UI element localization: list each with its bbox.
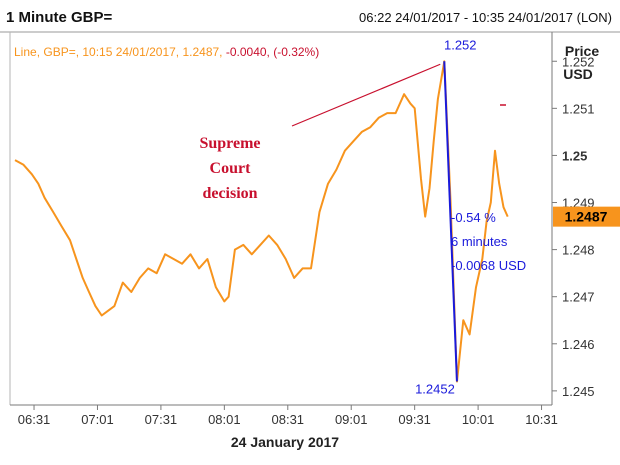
move-duration: 6 minutes: [451, 234, 508, 249]
event-annotation: Supreme Court decision: [199, 135, 260, 202]
x-tick-label: 08:31: [272, 412, 305, 427]
info-line-text: Line, GBP=, 10:15 24/01/2017, 1.2487,: [14, 45, 226, 59]
chart-title: 1 Minute GBP=: [6, 9, 113, 26]
x-tick-label: 09:01: [335, 412, 368, 427]
last-value-badge: 1.2487: [553, 206, 620, 227]
series-gbp: [14, 60, 509, 383]
y-tick-label: 1.246: [562, 337, 595, 352]
info-line-change: -0.0040, (-0.32%): [226, 45, 319, 59]
x-axis-date-label: 24 January 2017: [231, 434, 339, 450]
y-axis-title-usd: USD: [563, 66, 593, 82]
move-amount: -0.0068 USD: [451, 258, 526, 273]
series-gbp-line: [14, 60, 509, 383]
x-tick-label: 06:31: [18, 412, 51, 427]
plot-frame: [9, 32, 553, 406]
x-axis-ticks: 06:31 07:01 07:31 08:01 08:31 09:01 09:31 10:01…: [18, 405, 558, 427]
event-label-line-2: Court: [210, 160, 252, 177]
x-tick-label: 10:01: [462, 412, 495, 427]
y-tick-label: 1.251: [562, 101, 595, 116]
y-axis-title-price: Price: [565, 43, 599, 59]
x-tick-label: 07:01: [81, 412, 114, 427]
y-tick-label: 1.248: [562, 243, 595, 258]
y-tick-label: 1.245: [562, 384, 595, 399]
move-summary: -0.54 % 6 minutes -0.0068 USD: [451, 210, 526, 273]
last-value-text: 1.2487: [565, 209, 608, 225]
drop-annotation-line: [443, 61, 458, 382]
x-tick-label: 10:31: [525, 412, 558, 427]
last-value-badge-bg: [553, 206, 620, 227]
move-percent: -0.54 %: [451, 210, 496, 225]
y-tick-label: 1.247: [562, 290, 595, 305]
peak-label: 1.252: [444, 37, 477, 52]
x-tick-label: 09:31: [398, 412, 431, 427]
event-label-line-1: Supreme: [199, 135, 260, 152]
time-range: 06:22 24/01/2017 - 10:35 24/01/2017 (LON…: [359, 10, 612, 25]
y-tick-label: 1.25: [562, 148, 587, 163]
y-tick-label: 1.252: [562, 54, 595, 69]
x-tick-label: 08:01: [208, 412, 241, 427]
event-arrow-line: [291, 63, 441, 127]
trough-label: 1.2452: [415, 381, 455, 396]
event-label-line-3: decision: [202, 185, 257, 202]
x-tick-label: 07:31: [145, 412, 178, 427]
info-line: Line, GBP=, 10:15 24/01/2017, 1.2487, -0…: [14, 45, 319, 59]
